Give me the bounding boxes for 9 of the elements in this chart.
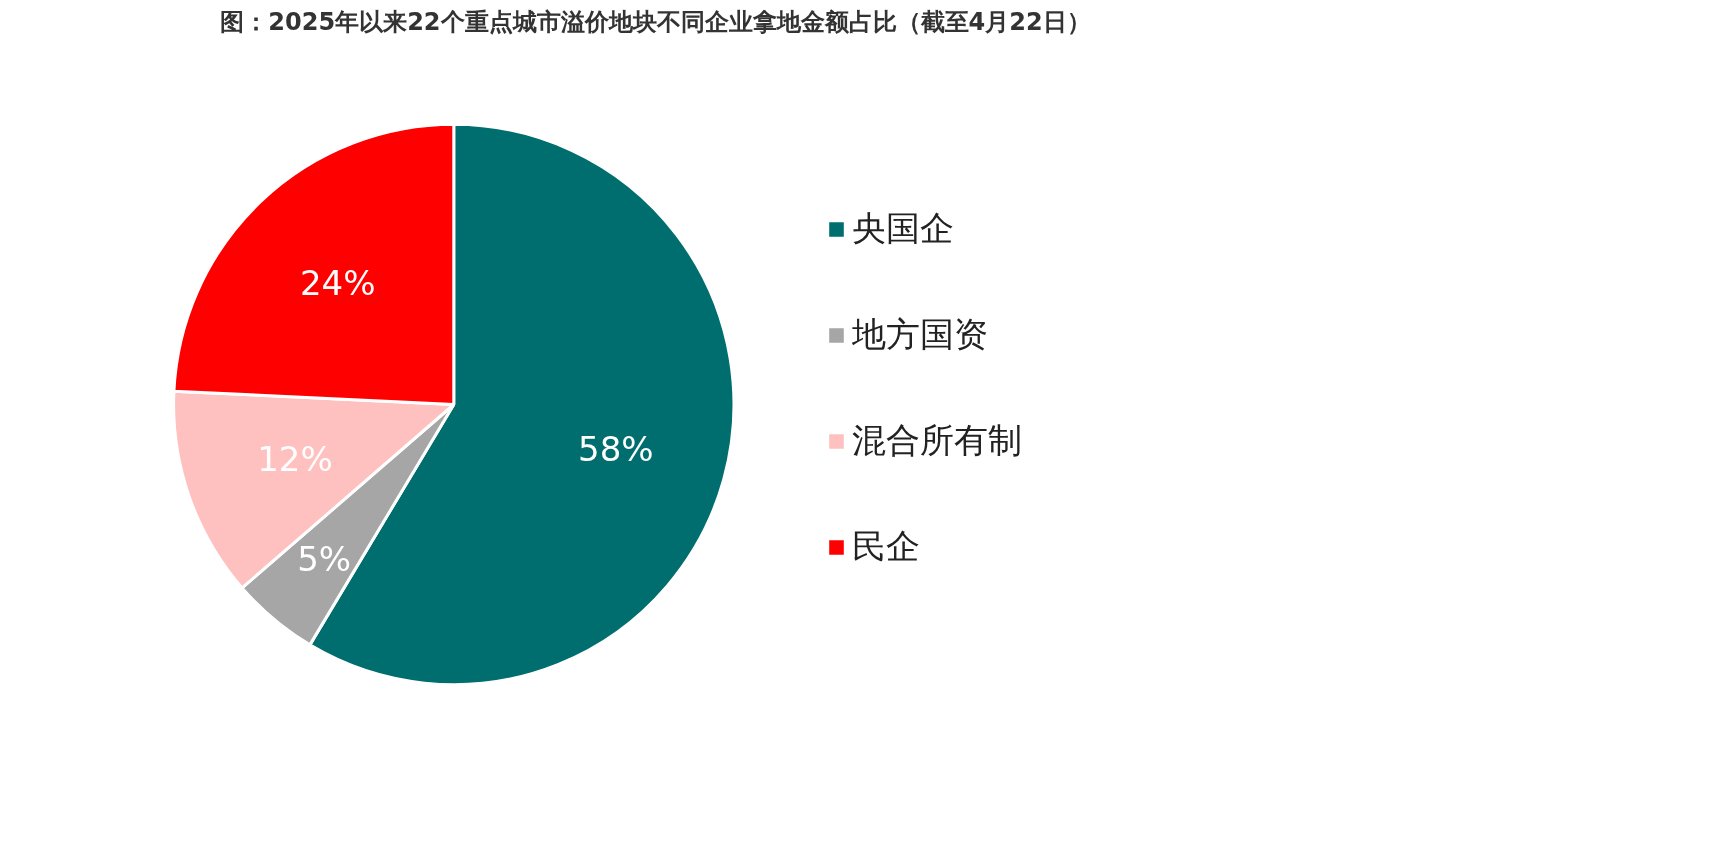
data-label: 24% bbox=[299, 262, 376, 303]
data-label: 5% bbox=[297, 538, 352, 579]
legend-label: 混合所有制 bbox=[852, 419, 1022, 462]
chart-title: 图：2025年以来22个重点城市溢价地块不同企业拿地金额占比（截至4月22日） bbox=[220, 7, 1091, 36]
legend-label: 地方国资 bbox=[852, 313, 988, 356]
legend-label: 央国企 bbox=[852, 207, 954, 250]
legend-label: 民企 bbox=[852, 525, 920, 568]
data-label: 12% bbox=[257, 439, 333, 480]
data-label: 58% bbox=[578, 429, 654, 470]
